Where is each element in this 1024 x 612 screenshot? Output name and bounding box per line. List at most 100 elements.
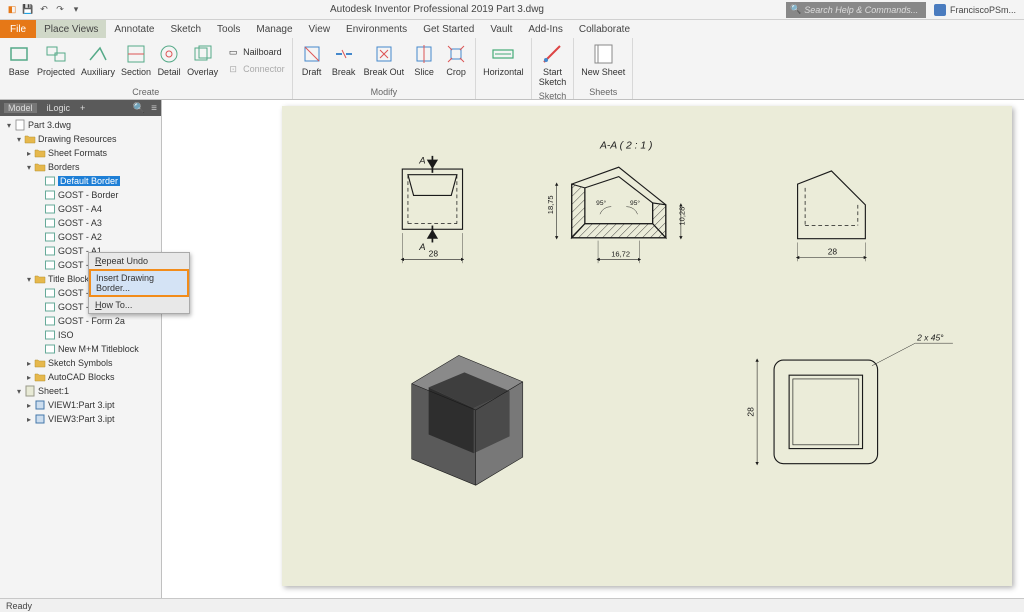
tree-node-view1-part-3-ipt[interactable]: ▸VIEW1:Part 3.ipt: [0, 398, 161, 412]
tab-vault[interactable]: Vault: [482, 20, 520, 38]
crop-button[interactable]: Crop: [441, 40, 471, 80]
new-sheet-button[interactable]: New Sheet: [578, 40, 628, 80]
group-modify-label: Modify: [297, 86, 472, 97]
undo-icon[interactable]: ↶: [38, 4, 50, 16]
file-tab[interactable]: File: [0, 20, 36, 38]
twisty-icon[interactable]: ▾: [14, 135, 24, 144]
title-bar: ◧ 💾 ↶ ↷ ▾ Autodesk Inventor Professional…: [0, 0, 1024, 20]
model-panel: Model iLogic + 🔍 ≡ ▾Part 3.dwg▾Drawing R…: [0, 100, 162, 598]
drawing-sheet: A A 28 A-A ( 2 : 1 ): [282, 106, 1012, 586]
break-button[interactable]: Break: [329, 40, 359, 80]
twisty-icon[interactable]: ▾: [24, 275, 34, 284]
projected-button[interactable]: Projected: [34, 40, 78, 80]
node-icon: [34, 413, 46, 425]
auxiliary-label: Auxiliary: [81, 68, 115, 78]
redo-icon[interactable]: ↷: [54, 4, 66, 16]
qat-more-icon[interactable]: ▾: [70, 4, 82, 16]
slice-button[interactable]: Slice: [409, 40, 439, 80]
drawing-canvas[interactable]: A A 28 A-A ( 2 : 1 ): [162, 100, 1024, 598]
cm-how-to[interactable]: How To...: [89, 297, 189, 313]
detail-label: Detail: [158, 68, 181, 78]
panel-menu-icon[interactable]: ≡: [151, 103, 157, 114]
twisty-icon[interactable]: ▸: [24, 149, 34, 158]
tree-node-default-border[interactable]: Default Border: [0, 174, 161, 188]
tab-ilogic[interactable]: iLogic: [43, 103, 75, 113]
twisty-icon[interactable]: ▸: [24, 401, 34, 410]
tree-node-sheet-1[interactable]: ▾ Sheet:1: [0, 384, 161, 398]
break-label: Break: [332, 68, 356, 78]
overlay-icon: [191, 42, 215, 66]
svg-text:28: 28: [429, 249, 439, 259]
node-icon: [44, 343, 56, 355]
twisty-icon[interactable]: ▾: [4, 121, 14, 130]
break-out-button[interactable]: Break Out: [361, 40, 408, 80]
node-label: AutoCAD Blocks: [48, 372, 115, 382]
node-label: Drawing Resources: [38, 134, 117, 144]
model-tree[interactable]: ▾Part 3.dwg▾Drawing Resources▸Sheet Form…: [0, 116, 161, 598]
tree-node-new-m-m-titleblock[interactable]: New M+M Titleblock: [0, 342, 161, 356]
node-label: Title Blocks: [48, 274, 94, 284]
twisty-icon[interactable]: ▾: [24, 163, 34, 172]
horizontal-button[interactable]: Horizontal: [480, 40, 527, 80]
node-label: GOST - A2: [58, 232, 102, 242]
search-input[interactable]: 🔍 Search Help & Commands...: [786, 2, 926, 18]
new-sheet-icon: [591, 42, 615, 66]
overlay-button[interactable]: Overlay: [184, 40, 221, 80]
overlay-label: Overlay: [187, 68, 218, 78]
start-sketch-button[interactable]: StartSketch: [536, 40, 570, 90]
tree-node-autocad-blocks[interactable]: ▸ AutoCAD Blocks: [0, 370, 161, 384]
tab-manage[interactable]: Manage: [248, 20, 300, 38]
tree-node-gost-form-2a[interactable]: GOST - Form 2a: [0, 314, 161, 328]
nailboard-icon: ▭: [226, 45, 240, 59]
tab-model[interactable]: Model: [4, 103, 37, 113]
tab-add-ins[interactable]: Add-Ins: [520, 20, 570, 38]
tree-node-drawing-resources[interactable]: ▾ Drawing Resources: [0, 132, 161, 146]
panel-search-icon[interactable]: 🔍: [133, 103, 145, 114]
tab-get-started[interactable]: Get Started: [415, 20, 482, 38]
connector-button[interactable]: ⊡Connector: [223, 61, 288, 77]
tree-node-gost-a2[interactable]: GOST - A2: [0, 230, 161, 244]
tab-annotate[interactable]: Annotate: [106, 20, 162, 38]
tab-place-views[interactable]: Place Views: [36, 20, 106, 38]
cm-insert-border[interactable]: Insert Drawing Border...: [89, 269, 189, 297]
tree-node-gost-a4[interactable]: GOST - A4: [0, 202, 161, 216]
draft-button[interactable]: Draft: [297, 40, 327, 80]
tab-view[interactable]: View: [301, 20, 339, 38]
drawing-svg: A A 28 A-A ( 2 : 1 ): [282, 106, 1012, 586]
node-icon: [44, 287, 56, 299]
tab-sketch[interactable]: Sketch: [162, 20, 209, 38]
svg-text:10,28: 10,28: [678, 207, 687, 226]
tab-tools[interactable]: Tools: [209, 20, 248, 38]
twisty-icon[interactable]: ▸: [24, 373, 34, 382]
tree-node-view3-part-3-ipt[interactable]: ▸VIEW3:Part 3.ipt: [0, 412, 161, 426]
tree-node-sheet-formats[interactable]: ▸Sheet Formats: [0, 146, 161, 160]
tree-node-gost-a3[interactable]: GOST - A3: [0, 216, 161, 230]
tree-node-gost-border[interactable]: GOST - Border: [0, 188, 161, 202]
auxiliary-button[interactable]: Auxiliary: [78, 40, 118, 80]
status-text: Ready: [6, 601, 32, 611]
section-button[interactable]: Section: [118, 40, 154, 80]
twisty-icon[interactable]: ▸: [24, 359, 34, 368]
tab-collaborate[interactable]: Collaborate: [571, 20, 638, 38]
twisty-icon[interactable]: ▸: [24, 415, 34, 424]
app-title: Autodesk Inventor Professional 2019 Part…: [88, 4, 786, 15]
base-icon: [7, 42, 31, 66]
base-label: Base: [9, 68, 30, 78]
base-button[interactable]: Base: [4, 40, 34, 80]
tab-environments[interactable]: Environments: [338, 20, 415, 38]
user-menu[interactable]: FranciscoPSm...: [926, 4, 1024, 16]
twisty-icon[interactable]: ▾: [14, 387, 24, 396]
tree-node-sketch-symbols[interactable]: ▸Sketch Symbols: [0, 356, 161, 370]
nailboard-button[interactable]: ▭Nailboard: [223, 44, 288, 60]
tree-node-borders[interactable]: ▾Borders: [0, 160, 161, 174]
add-tab-icon[interactable]: +: [80, 103, 85, 113]
detail-button[interactable]: Detail: [154, 40, 184, 80]
node-label: Sheet:1: [38, 386, 69, 396]
sketch-icon: [540, 42, 564, 66]
tree-node-part-3-dwg[interactable]: ▾Part 3.dwg: [0, 118, 161, 132]
connector-label: Connector: [243, 64, 285, 74]
tree-node-iso[interactable]: ISO: [0, 328, 161, 342]
save-icon[interactable]: 💾: [22, 4, 34, 16]
cm-repeat-undo[interactable]: Repeat Undo: [89, 253, 189, 269]
group-sheets-label: Sheets: [578, 86, 628, 97]
